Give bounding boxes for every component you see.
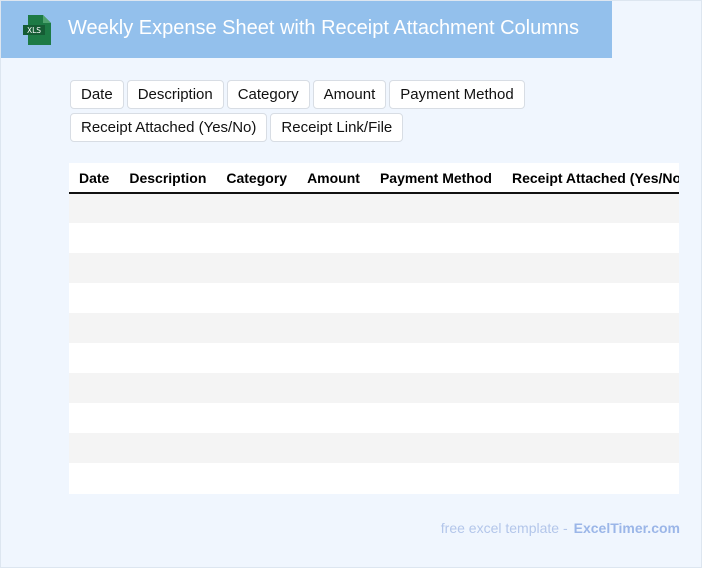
svg-text:XLS: XLS [27, 26, 41, 35]
header-banner: XLS Weekly Expense Sheet with Receipt At… [1, 1, 612, 58]
table-cell[interactable] [501, 433, 679, 463]
table-cell[interactable] [502, 343, 679, 373]
table-cell[interactable] [297, 193, 370, 223]
table-cell[interactable] [502, 463, 679, 493]
table-cell[interactable] [297, 373, 370, 403]
table-cell[interactable] [69, 343, 119, 373]
table-row [69, 193, 679, 223]
table-cell[interactable] [297, 403, 370, 433]
table-cell[interactable] [369, 433, 502, 463]
column-chips: Date Description Category Amount Payment… [70, 80, 540, 142]
table-cell[interactable] [370, 403, 502, 433]
table-cell[interactable] [370, 463, 502, 493]
table-cell[interactable] [119, 463, 216, 493]
table-cell[interactable] [501, 253, 679, 283]
table-cell[interactable] [69, 223, 119, 253]
table-cell[interactable] [216, 433, 298, 463]
table-cell[interactable] [69, 193, 120, 223]
table-cell[interactable] [216, 253, 298, 283]
table-cell[interactable] [369, 193, 502, 223]
table-cell[interactable] [297, 223, 370, 253]
chip-amount[interactable]: Amount [312, 80, 387, 109]
table-cell[interactable] [370, 223, 502, 253]
table-cell[interactable] [119, 313, 217, 343]
table-cell[interactable] [297, 313, 370, 343]
footer-prefix: free excel template - [440, 520, 568, 536]
table-cell[interactable] [216, 313, 298, 343]
table-cell[interactable] [119, 253, 217, 283]
table-cell[interactable] [119, 223, 216, 253]
table-row [69, 313, 679, 343]
chip-payment-method[interactable]: Payment Method [389, 80, 525, 109]
table-row [69, 253, 679, 283]
chip-description[interactable]: Description [126, 80, 224, 109]
table-cell[interactable] [216, 223, 297, 253]
footer-brand-link[interactable]: ExcelTimer.com [573, 520, 680, 536]
table-cell[interactable] [297, 343, 370, 373]
table-cell[interactable] [501, 313, 679, 343]
column-header: Amount [297, 163, 370, 194]
column-header: Payment Method [369, 163, 502, 194]
table-row [69, 433, 679, 463]
table-cell[interactable] [369, 253, 502, 283]
table-cell[interactable] [119, 193, 217, 223]
table-cell[interactable] [501, 373, 679, 403]
table-cell[interactable] [69, 433, 120, 463]
table-header-row: Date Description Category Amount Payment Met… [69, 163, 679, 194]
table-cell[interactable] [119, 373, 217, 403]
table-cell[interactable] [69, 373, 120, 403]
table-row [69, 343, 679, 373]
table-cell[interactable] [370, 343, 502, 373]
table-cell[interactable] [297, 463, 370, 493]
column-header: Description [119, 163, 217, 194]
table-cell[interactable] [69, 253, 120, 283]
chip-receipt-link[interactable]: Receipt Link/File [270, 113, 404, 142]
table-cell[interactable] [119, 343, 216, 373]
xls-file-icon: XLS [23, 15, 51, 45]
table-cell[interactable] [69, 313, 120, 343]
chip-category[interactable]: Category [226, 80, 310, 109]
table-cell[interactable] [119, 283, 216, 313]
table-cell[interactable] [216, 463, 297, 493]
table-cell[interactable] [297, 433, 370, 463]
chip-receipt-attached[interactable]: Receipt Attached (Yes/No) [70, 113, 268, 142]
table-cell[interactable] [502, 223, 679, 253]
column-header: Date [69, 163, 120, 194]
table-cell[interactable] [69, 403, 119, 433]
table-cell[interactable] [502, 403, 679, 433]
table-cell[interactable] [69, 463, 119, 493]
table-cell[interactable] [369, 313, 502, 343]
table-cell[interactable] [216, 343, 297, 373]
table-cell[interactable] [501, 193, 679, 223]
table-cell[interactable] [369, 373, 502, 403]
table-row [69, 373, 679, 403]
table-cell[interactable] [216, 283, 297, 313]
table-cell[interactable] [502, 283, 679, 313]
table-row [69, 223, 679, 253]
chip-date[interactable]: Date [70, 80, 124, 109]
table-cell[interactable] [297, 283, 370, 313]
column-header: Receipt Attached (Yes/No) [501, 163, 679, 194]
table-cell[interactable] [119, 433, 217, 463]
page-title: Weekly Expense Sheet with Receipt Attach… [68, 17, 579, 39]
column-header: Category [216, 163, 298, 194]
table-cell[interactable] [216, 403, 297, 433]
table-row [69, 283, 679, 313]
expense-table: Date Description Category Amount Payment Met… [69, 163, 679, 494]
table-cell[interactable] [297, 253, 370, 283]
footer: free excel template - ExcelTimer.com [441, 520, 680, 536]
table-cell[interactable] [216, 373, 298, 403]
table-cell[interactable] [119, 403, 216, 433]
table-cell[interactable] [216, 193, 298, 223]
table-row [69, 463, 679, 493]
table-cell[interactable] [69, 283, 119, 313]
table-cell[interactable] [370, 283, 502, 313]
table-row [69, 403, 679, 433]
